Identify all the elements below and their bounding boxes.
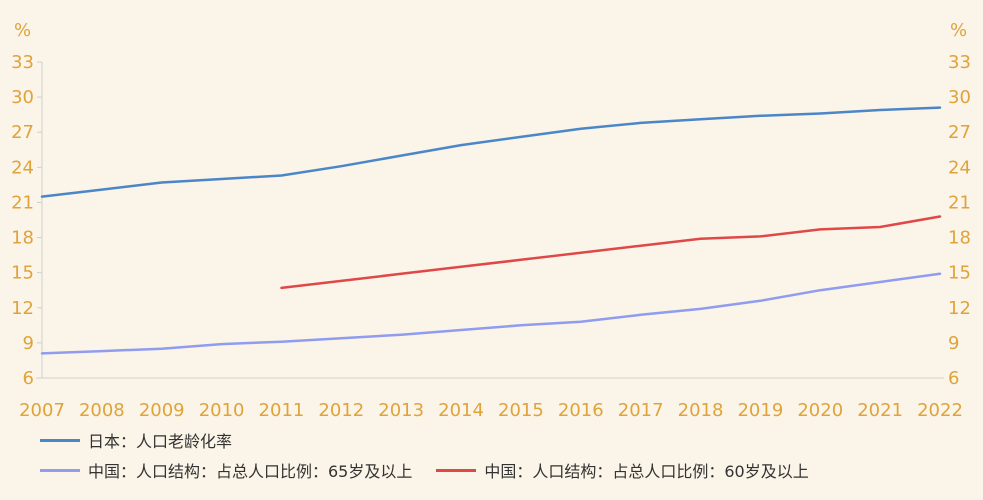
y-tick-label-right: 15	[948, 263, 971, 284]
series-line-0	[40, 106, 942, 198]
y-unit-right: %	[950, 20, 967, 41]
legend-label-japan: 日本：人口老龄化率	[88, 432, 233, 451]
legend-label-china-65: 中国：人口结构：占总人口比例：65岁及以上	[88, 462, 413, 481]
x-tick-label: 2019	[737, 400, 783, 421]
x-tick-label: 2021	[857, 400, 903, 421]
legend-item-china-65: 中国：人口结构：占总人口比例：65岁及以上	[40, 458, 412, 482]
x-tick-label: 2014	[438, 400, 484, 421]
y-tick-label-left: 18	[11, 228, 34, 249]
y-tick-label-left: 24	[11, 157, 34, 178]
y-tick-label-left: 6	[23, 368, 34, 389]
legend-swatch-japan	[40, 438, 80, 442]
y-tick-label-right: 27	[948, 122, 971, 143]
y-tick-label-left: 30	[11, 87, 34, 108]
y-tick-label-left: 12	[11, 298, 34, 319]
legend-row-1: 日本：人口老龄化率	[40, 425, 833, 455]
y-tick-label-left: 15	[11, 263, 34, 284]
y-tick-label-left: 33	[11, 52, 34, 73]
series-line-2	[280, 215, 942, 290]
legend-row-2: 中国：人口结构：占总人口比例：65岁及以上 中国：人口结构：占总人口比例：60岁…	[40, 455, 833, 485]
x-tick-label: 2007	[19, 400, 65, 421]
y-tick-label-right: 30	[948, 87, 971, 108]
x-tick-label: 2008	[79, 400, 125, 421]
y-tick-label-left: 9	[23, 333, 34, 354]
legend-swatch-china-65	[40, 468, 80, 472]
x-tick-label: 2018	[678, 400, 724, 421]
legend-label-china-60: 中国：人口结构：占总人口比例：60岁及以上	[484, 462, 809, 481]
x-tick-label: 2022	[917, 400, 963, 421]
x-tick-label: 2016	[558, 400, 604, 421]
x-tick-label: 2013	[378, 400, 424, 421]
x-tick-label: 2012	[318, 400, 364, 421]
legend: 日本：人口老龄化率 中国：人口结构：占总人口比例：65岁及以上 中国：人口结构：…	[40, 425, 833, 485]
y-tick-label-right: 21	[948, 192, 971, 213]
y-unit-left: %	[14, 20, 31, 41]
series-line-1	[40, 272, 942, 355]
x-tick-label: 2009	[139, 400, 185, 421]
y-tick-label-left: 27	[11, 122, 34, 143]
x-tick-label: 2011	[259, 400, 305, 421]
y-tick-label-right: 6	[948, 368, 959, 389]
y-tick-label-right: 9	[948, 333, 959, 354]
y-tick-label-right: 12	[948, 298, 971, 319]
legend-swatch-china-60	[436, 468, 477, 472]
x-tick-label: 2015	[498, 400, 544, 421]
y-tick-label-right: 33	[948, 52, 971, 73]
x-tick-label: 2010	[199, 400, 245, 421]
legend-item-japan: 日本：人口老龄化率	[40, 428, 232, 452]
y-tick-label-left: 21	[11, 192, 34, 213]
legend-item-china-60: 中国：人口结构：占总人口比例：60岁及以上	[436, 458, 809, 482]
y-tick-label-right: 24	[948, 157, 971, 178]
y-tick-label-right: 18	[948, 228, 971, 249]
x-tick-label: 2017	[618, 400, 664, 421]
x-tick-label: 2020	[797, 400, 843, 421]
